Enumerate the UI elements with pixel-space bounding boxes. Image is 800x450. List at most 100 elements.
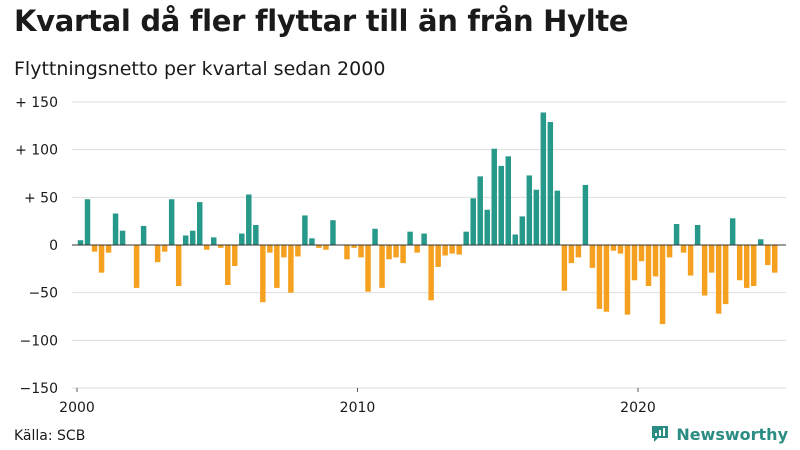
bar <box>596 245 603 309</box>
bar <box>708 245 715 273</box>
bar <box>344 245 350 260</box>
bar <box>624 245 631 315</box>
bar <box>372 228 378 245</box>
bar <box>659 245 666 325</box>
bar <box>246 194 252 245</box>
x-tick-label: 2010 <box>340 400 376 416</box>
bar <box>218 245 224 248</box>
bar <box>491 148 497 245</box>
bar <box>295 245 301 257</box>
bar <box>309 238 315 245</box>
bar <box>77 240 84 245</box>
bars <box>77 112 778 325</box>
bar <box>112 213 119 245</box>
y-tick-label: 0 <box>49 238 58 254</box>
newsworthy-logo-icon <box>652 426 669 442</box>
bar <box>484 209 490 245</box>
bar <box>386 245 392 260</box>
x-axis: 2000 2010 2020 <box>59 388 656 416</box>
bar <box>421 233 427 245</box>
bar <box>582 184 589 245</box>
bar <box>414 245 420 253</box>
bar <box>554 190 561 245</box>
bar <box>547 122 554 245</box>
y-tick-label: −150 <box>20 381 58 397</box>
bar <box>253 224 259 245</box>
bar <box>729 218 736 245</box>
bar <box>589 245 596 268</box>
bar <box>168 199 175 245</box>
bar <box>260 245 266 303</box>
bar <box>743 245 750 288</box>
bar <box>568 245 575 264</box>
bar <box>540 112 547 245</box>
bar <box>239 233 245 245</box>
bar <box>288 245 294 293</box>
bar <box>673 224 680 245</box>
bar <box>161 245 168 252</box>
bar <box>84 199 91 245</box>
bar <box>365 245 371 292</box>
bar <box>211 237 217 245</box>
bar <box>428 245 434 301</box>
bar <box>638 245 645 262</box>
brand-name: Newsworthy <box>676 424 788 444</box>
y-tick-label: + 50 <box>24 190 58 206</box>
bar <box>225 245 231 286</box>
chart-subtitle: Flyttningsnetto per kvartal sedan 2000 <box>14 58 386 80</box>
bar <box>603 245 610 312</box>
bar <box>442 245 448 256</box>
bar <box>91 245 98 252</box>
bar <box>98 245 105 273</box>
y-axis: + 150 + 100 + 50 0 −50 −100 −150 <box>15 95 58 397</box>
bar <box>175 245 182 286</box>
bar <box>680 245 687 253</box>
bar <box>512 234 519 245</box>
bar <box>505 156 512 245</box>
bar <box>470 198 476 245</box>
bar <box>463 231 469 245</box>
bar <box>105 245 112 253</box>
bar <box>281 245 287 258</box>
x-tick-label: 2020 <box>620 400 656 416</box>
bar <box>533 189 540 245</box>
bar <box>400 245 406 264</box>
bar <box>715 245 722 314</box>
bar <box>575 245 582 258</box>
grid-lines <box>72 101 786 389</box>
bar <box>140 225 147 245</box>
chart-title: Kvartal då fler flyttar till än från Hyl… <box>14 4 629 38</box>
source-label: Källa: SCB <box>14 428 86 444</box>
bar <box>449 245 455 254</box>
bar <box>701 245 708 296</box>
bar <box>722 245 729 305</box>
bar <box>631 245 638 281</box>
bar <box>358 245 364 258</box>
y-tick-label: −100 <box>20 333 58 349</box>
bar <box>498 165 504 245</box>
brand-logo: Newsworthy <box>650 424 788 444</box>
bar <box>203 245 210 250</box>
x-tick-label: 2000 <box>59 400 95 416</box>
bar <box>736 245 743 281</box>
bar <box>154 245 161 263</box>
bar <box>379 245 385 288</box>
bar <box>610 245 617 251</box>
bar <box>182 235 189 245</box>
bar <box>196 202 203 245</box>
bar <box>561 245 568 291</box>
bar <box>645 245 652 286</box>
bar <box>435 245 441 267</box>
bar <box>351 245 357 248</box>
y-tick-label: + 100 <box>15 143 58 159</box>
bar <box>477 176 483 245</box>
bar <box>772 245 778 273</box>
bar <box>119 230 126 245</box>
y-tick-label: −50 <box>28 286 58 302</box>
bar <box>274 245 280 288</box>
bar <box>519 216 526 245</box>
bar <box>133 245 140 288</box>
bar <box>666 245 673 258</box>
bar <box>316 245 322 248</box>
